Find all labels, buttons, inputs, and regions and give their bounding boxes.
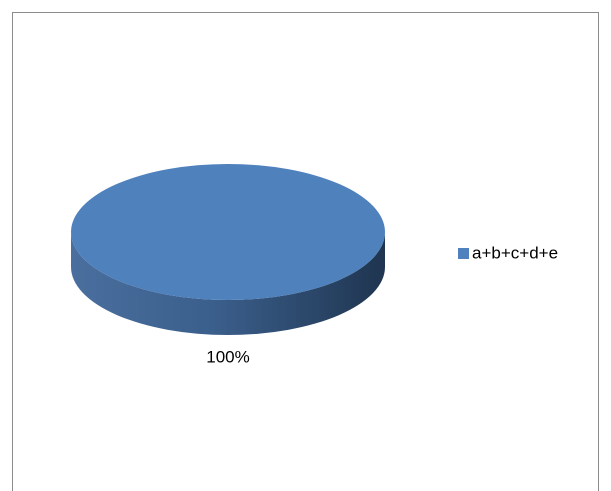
data-label: 100% bbox=[206, 347, 249, 366]
pie-slice bbox=[71, 164, 385, 300]
legend-label: a+b+c+d+e bbox=[472, 243, 558, 262]
legend-swatch bbox=[458, 248, 469, 259]
pie-side bbox=[71, 232, 385, 335]
